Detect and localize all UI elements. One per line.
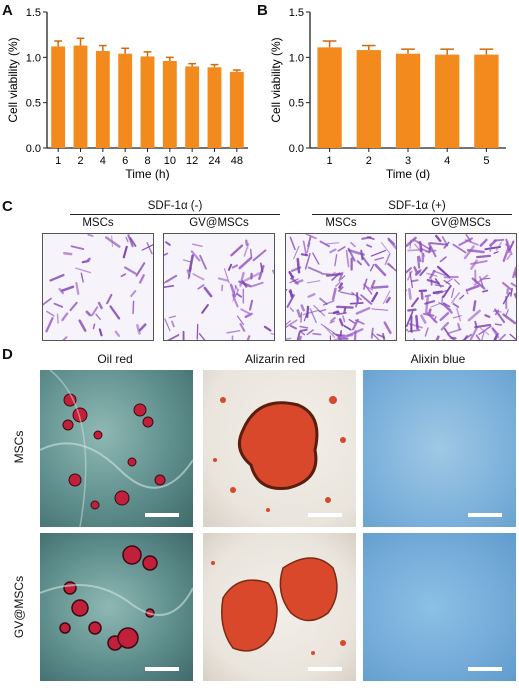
oil-red-image-mscs <box>40 370 193 527</box>
panel-letter-d: D <box>2 346 13 363</box>
group-label-sdf-minus: SDF-1α (-) <box>147 200 203 212</box>
group-label-sdf-plus: SDF-1α (+) <box>388 200 446 212</box>
scale-bar <box>145 513 179 517</box>
x-tick-label: 8 <box>144 155 150 167</box>
x-axis-label: Time (d) <box>386 167 430 181</box>
row-label-gvmscs: GV@MSCs <box>12 575 26 639</box>
column-label-alixin-blue: Alixin blue <box>410 352 466 366</box>
panel-letter-a: A <box>2 2 13 19</box>
panel-letter-c: C <box>2 198 13 215</box>
column-label-alizarin-red: Alizarin red <box>244 352 306 366</box>
column-label-oil-red: Oil red <box>97 352 133 366</box>
condition-label-2: GV@MSCs <box>189 217 249 229</box>
x-tick-label: 4 <box>100 155 106 167</box>
x-tick-label: 48 <box>231 155 243 167</box>
panel-letter-b: B <box>257 2 268 19</box>
migration-image-msc-plus <box>285 233 397 341</box>
bar-chart-b: 0.0 0.5 1.0 1.5 1 2 3 4 5 Time (d) Cell viability … <box>269 7 506 181</box>
x-tick-label: 3 <box>405 155 411 167</box>
bar <box>356 50 381 148</box>
x-tick-label: 2 <box>77 155 83 167</box>
x-tick-label: 10 <box>164 155 176 167</box>
group-line-sdf-plus <box>312 214 512 215</box>
bar <box>73 45 88 149</box>
scale-bar <box>308 667 342 671</box>
bar <box>162 60 177 148</box>
y-tick-label: 0.0 <box>26 143 41 155</box>
y-axis-label: Cell viability (%) <box>6 37 20 122</box>
alizarin-red-image-mscs <box>203 370 356 527</box>
bar <box>140 56 155 148</box>
bar <box>207 67 222 148</box>
x-tick-label: 24 <box>208 155 220 167</box>
bar <box>95 50 110 149</box>
condition-label-1: MSCs <box>82 217 114 229</box>
x-tick-label: 4 <box>444 155 450 167</box>
alizarin-red-image-gvmscs <box>203 533 356 681</box>
scale-bar <box>468 513 502 517</box>
condition-label-4: GV@MSCs <box>431 217 491 229</box>
bar <box>435 54 460 148</box>
cell-stain-pattern <box>286 234 396 340</box>
migration-image-msc-minus <box>42 233 154 341</box>
bar <box>118 53 133 148</box>
y-tick-label: 1.5 <box>26 7 41 19</box>
y-tick-label: 1.0 <box>289 52 304 64</box>
y-tick-label: 0.5 <box>26 98 41 110</box>
y-tick-label: 0.5 <box>289 98 304 110</box>
x-tick-label: 5 <box>483 155 489 167</box>
migration-image-gvmsc-minus <box>163 233 275 341</box>
migration-image-gvmsc-plus <box>405 233 517 341</box>
group-line-sdf-minus <box>70 214 280 215</box>
y-tick-label: 0.0 <box>289 143 304 155</box>
scale-bar <box>468 667 502 671</box>
scale-bar <box>308 513 342 517</box>
bar <box>229 71 244 148</box>
alixin-blue-image-gvmscs <box>363 533 516 681</box>
bar <box>474 54 499 148</box>
oil-red-image-gvmscs <box>40 533 193 681</box>
bar <box>51 46 66 148</box>
x-tick-label: 2 <box>366 155 372 167</box>
cell-stain-pattern <box>164 239 274 340</box>
x-tick-label: 1 <box>55 155 61 167</box>
x-tick-label: 1 <box>327 155 333 167</box>
row-label-mscs: MSCs <box>12 430 26 464</box>
x-tick-label: 6 <box>122 155 128 167</box>
cell-stain-pattern <box>406 234 516 340</box>
y-axis-label: Cell viability (%) <box>269 37 283 122</box>
alixin-blue-image-mscs <box>363 370 516 527</box>
y-tick-label: 1.0 <box>26 52 41 64</box>
scale-bar <box>145 667 179 671</box>
x-tick-label: 12 <box>186 155 198 167</box>
y-tick-label: 1.5 <box>289 7 304 19</box>
x-axis-label: Time (h) <box>125 167 169 181</box>
condition-label-3: MSCs <box>325 217 357 229</box>
bar <box>185 66 200 148</box>
bar <box>317 47 342 148</box>
cell-stain-pattern <box>43 234 153 340</box>
bar <box>395 53 421 148</box>
